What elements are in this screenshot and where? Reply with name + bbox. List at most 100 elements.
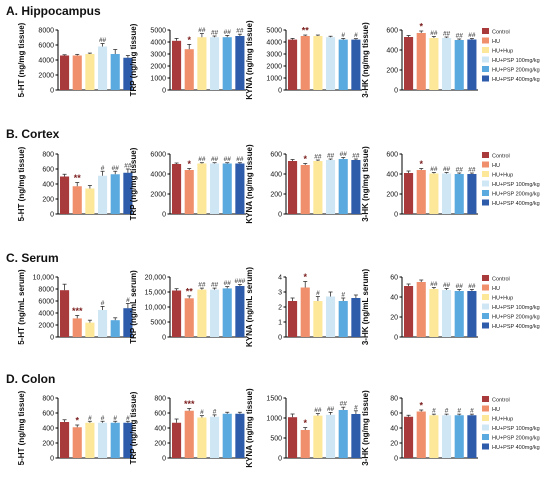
bar: [313, 161, 323, 214]
y-tick-label: 0: [278, 212, 282, 219]
significance-mark: **: [186, 286, 194, 296]
y-tick-label: 0: [278, 88, 282, 95]
significance-mark: *: [187, 35, 191, 45]
bar: [210, 416, 220, 458]
legend-label: HU+PSP 200mg/kg: [492, 315, 540, 321]
bar: [222, 413, 232, 458]
legend-label: HU+PSP 100mg/kg: [492, 426, 540, 432]
legend-label: HU+Hup: [492, 417, 513, 423]
chart-panel: 0 200 400 600 KYNA (ng/mg tissue) * ## ## ## ##: [245, 144, 362, 224]
y-tick-label: 0: [394, 212, 398, 219]
significance-mark: #: [126, 297, 130, 304]
y-axis-label: KYNA (ng/mg tissue): [245, 388, 254, 468]
significance-mark: ***: [72, 306, 83, 316]
y-tick-label: 600: [154, 411, 166, 418]
legend-swatch: [482, 190, 489, 196]
significance-mark: #: [457, 408, 461, 415]
significance-mark: ##: [468, 283, 476, 290]
significance-mark: ##: [430, 30, 438, 37]
y-tick-label: 200: [42, 197, 54, 204]
y-tick-label: 3000: [266, 52, 282, 59]
significance-mark: ##: [211, 30, 219, 37]
y-tick-label: 0: [162, 456, 166, 463]
y-tick-label: 80: [390, 396, 398, 403]
chart-panel: 0 200 400 600 3-HK (ng/mg tissue) * ## ## ## ##: [361, 22, 478, 98]
y-tick-label: 0: [50, 456, 54, 463]
y-tick-label: 10,000: [145, 305, 167, 312]
significance-mark: ##: [468, 167, 476, 174]
bar: [85, 188, 95, 214]
significance-mark: ##: [443, 31, 451, 38]
bar: [288, 39, 298, 90]
bar: [222, 288, 232, 337]
significance-mark: ##: [430, 281, 438, 288]
chart-panel: 0 1000 2000 3000 4000 5000 KYNA (ng/mg tissue)…: [245, 20, 362, 100]
bar: [110, 54, 120, 90]
significance-mark: ##: [468, 32, 476, 39]
legend-swatch: [482, 443, 489, 450]
significance-mark: ##: [198, 282, 206, 289]
significance-mark: ##: [198, 27, 206, 34]
significance-mark: #: [101, 165, 105, 172]
chart-panel: 0 5000 10,000 15,000 20,000 TRP (ng/mL serum)…: [129, 270, 246, 344]
y-tick-label: 3000: [150, 52, 166, 59]
y-tick-label: 15,000: [145, 290, 167, 297]
legend-swatch: [482, 313, 489, 319]
chart-panel: 0 20 40 60 3-HK (ng/mL serum) ## ## ## ##: [361, 269, 478, 345]
y-axis-label: TRP (ng/mL serum): [129, 270, 138, 344]
y-tick-label: 0: [394, 335, 398, 342]
y-tick-label: 400: [386, 48, 398, 55]
significance-mark: ##: [112, 165, 120, 172]
legend-label: HU+PSP 200mg/kg: [492, 436, 540, 442]
y-tick-label: 8000: [38, 287, 54, 294]
chart-panel: 0 200 400 600 800 TRP (ng/mg tissue) *** # #: [129, 391, 246, 464]
y-tick-label: 4000: [150, 172, 166, 179]
y-tick-label: 6000: [150, 152, 166, 159]
y-tick-label: 0: [278, 335, 282, 342]
chart-panel: 0 200 400 600 800 5-HT (ng/mg tissue) * # # # #: [17, 390, 134, 465]
y-tick-label: 600: [42, 411, 54, 418]
significance-mark: ##: [352, 153, 360, 160]
significance-mark: ##: [224, 280, 232, 287]
y-tick-label: 60: [390, 275, 398, 282]
legend-label: HU+PSP 400mg/kg: [492, 77, 540, 83]
significance-mark: ##: [211, 156, 219, 163]
bar: [235, 413, 245, 458]
legend-label: HU+PSP 200mg/kg: [492, 68, 540, 74]
bar: [351, 39, 361, 90]
y-tick-label: 500: [270, 436, 282, 443]
bar: [172, 422, 182, 458]
y-tick-label: 4: [278, 275, 282, 282]
y-tick-label: 5000: [150, 320, 166, 327]
y-tick-label: 1000: [266, 416, 282, 423]
bar: [467, 291, 477, 337]
bar: [467, 415, 477, 458]
y-tick-label: 0: [394, 456, 398, 463]
bar: [351, 160, 361, 214]
legend-swatch: [482, 434, 489, 440]
bar: [123, 308, 133, 337]
y-tick-label: 4000: [266, 40, 282, 47]
significance-mark: #: [432, 408, 436, 415]
legend-label: HU: [492, 39, 500, 45]
bar: [235, 286, 245, 337]
y-tick-label: 20,000: [145, 275, 167, 282]
significance-mark: #: [200, 409, 204, 416]
bar: [60, 176, 70, 214]
significance-mark: ##: [236, 156, 244, 163]
chart-panel: 0 1000 2000 3000 4000 5000 TRP (ng/mg tissue) *…: [129, 23, 246, 96]
bar: [442, 173, 452, 214]
y-tick-label: 3: [278, 290, 282, 297]
significance-mark: *: [75, 416, 79, 426]
y-tick-label: 6000: [38, 299, 54, 306]
y-axis-label: 5-HT (ng/mg tissue): [17, 390, 26, 465]
significance-mark: ##: [430, 166, 438, 173]
legend-label: HU: [492, 163, 500, 169]
y-axis-label: 3-HK (ng/mg tissue): [361, 146, 370, 222]
y-axis-label: TRP (ng/mg tissue): [129, 23, 138, 96]
significance-mark: ##: [224, 29, 232, 36]
y-tick-label: 200: [270, 192, 282, 199]
significance-mark: *: [419, 401, 423, 411]
chart-panel: 0 1 2 3 4 KYNA (ng/mL serum) * # #: [245, 267, 362, 347]
bar: [326, 37, 336, 90]
